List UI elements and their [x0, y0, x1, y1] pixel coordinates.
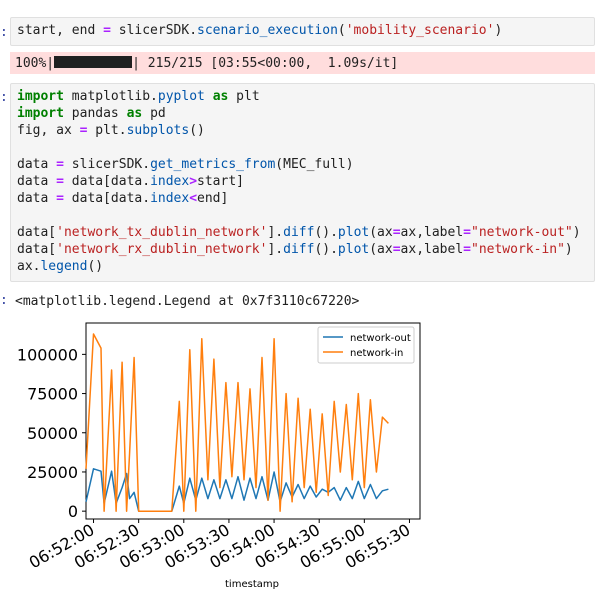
code-token: ]. — [267, 225, 284, 240]
code-line: fig, ax = plt.subplots() — [17, 122, 588, 139]
code-line: data['network_tx_dublin_network'].diff()… — [17, 224, 588, 241]
network-chart: 025000500007500010000006:52:0006:52:3006… — [17, 322, 421, 590]
y-tick-label: 75000 — [27, 385, 78, 404]
y-tick-label: 50000 — [27, 424, 78, 443]
code-token: plt. — [87, 123, 127, 138]
code-token: data[data. — [63, 191, 151, 206]
series-line-network-out — [85, 468, 389, 512]
code-token: data — [17, 191, 57, 206]
code-operator: = — [56, 174, 64, 189]
y-tick-label: 0 — [68, 502, 78, 521]
code-blank-line — [17, 139, 588, 156]
code-token: data — [17, 157, 57, 172]
code-token: start, end — [17, 23, 104, 38]
code-token: pd — [142, 106, 166, 121]
code-token: ) — [564, 242, 573, 257]
code-function: plot — [337, 225, 370, 240]
code-operator: = — [56, 157, 64, 172]
x-axis-label: timestamp — [225, 579, 279, 590]
code-operator: < — [189, 191, 198, 206]
code-token: () — [189, 123, 205, 138]
code-token: (). — [314, 225, 338, 240]
cell-prompt: : — [0, 25, 8, 40]
code-token: pandas — [63, 106, 127, 121]
code-keyword: import — [17, 106, 64, 121]
code-function: plot — [337, 242, 370, 257]
code-token: ax,label — [400, 225, 464, 240]
code-token: () — [87, 259, 104, 274]
code-token: start] — [197, 174, 244, 189]
code-function: diff — [283, 242, 315, 257]
code-function: subplots — [126, 123, 190, 138]
series-line-network-in — [85, 333, 389, 512]
code-token: ( — [337, 23, 346, 38]
code-operator: > — [189, 174, 198, 189]
code-line: data['network_rx_dublin_network'].diff()… — [17, 241, 588, 258]
code-token: data — [17, 174, 57, 189]
code-line: ax.legend() — [17, 258, 588, 275]
code-function: index — [150, 191, 190, 206]
code-cell-scenario[interactable]: start, end = slicerSDK.scenario_executio… — [10, 17, 595, 46]
code-token: data[ — [17, 242, 57, 257]
code-line: data = data[data.index>start] — [17, 173, 588, 190]
code-operator: = — [463, 242, 471, 257]
code-token: slicerSDK. — [63, 157, 151, 172]
code-token: ) — [494, 23, 503, 38]
code-line: start, end = slicerSDK.scenario_executio… — [17, 22, 588, 39]
code-token: fig, ax — [17, 123, 80, 138]
code-cell-plot[interactable]: import matplotlib.pyplot as plt import p… — [10, 83, 595, 282]
code-token: ) — [572, 225, 581, 240]
code-function: get_metrics_from — [150, 157, 276, 172]
legend-label: network-out — [350, 333, 411, 344]
output-prompt: : — [0, 293, 8, 308]
code-token: (). — [314, 242, 338, 257]
code-line: import matplotlib.pyplot as plt — [17, 88, 588, 105]
code-keyword: import — [17, 89, 64, 104]
code-token: slicerSDK. — [110, 23, 198, 38]
code-keyword: as — [126, 106, 143, 121]
code-function: legend — [40, 259, 88, 274]
code-operator: = — [103, 23, 111, 38]
code-string: 'mobility_scenario' — [345, 23, 495, 38]
code-string: 'network_tx_dublin_network' — [56, 225, 268, 240]
code-function: diff — [283, 225, 315, 240]
code-token: (ax — [369, 242, 393, 257]
progress-output: 100%| | 215/215 [03:55<00:00, 1.09s/it] — [10, 52, 595, 74]
code-token: matplotlib. — [63, 89, 158, 104]
code-token: ax,label — [400, 242, 464, 257]
code-keyword: as — [212, 89, 229, 104]
cell-prompt: : — [0, 90, 8, 105]
code-line: data = data[data.index<end] — [17, 190, 588, 207]
code-operator: = — [79, 123, 88, 138]
code-string: 'network_rx_dublin_network' — [56, 242, 268, 257]
output-text: <matplotlib.legend.Legend at 0x7f3110c67… — [15, 294, 360, 309]
code-line: data = slicerSDK.get_metrics_from(MEC_fu… — [17, 156, 588, 173]
code-function: scenario_execution — [197, 23, 338, 38]
code-token: plt — [228, 89, 260, 104]
code-operator: = — [392, 242, 401, 257]
code-token: (MEC_full) — [275, 157, 354, 172]
code-string: "network-in" — [471, 242, 565, 257]
code-token: ]. — [267, 242, 284, 257]
code-token: data[ — [17, 225, 57, 240]
y-tick-label: 100000 — [17, 345, 78, 364]
code-function: index — [150, 174, 190, 189]
code-token: data[data. — [63, 174, 151, 189]
code-line: import pandas as pd — [17, 105, 588, 122]
code-operator: = — [56, 191, 64, 206]
progress-status: | 215/215 [03:55<00:00, 1.09s/it] — [132, 56, 399, 71]
legend-box — [317, 326, 415, 364]
progress-percent: 100%| — [15, 56, 55, 71]
code-operator: = — [392, 225, 401, 240]
code-token: end] — [197, 191, 229, 206]
y-tick-label: 25000 — [27, 463, 78, 482]
legend-label: network-in — [350, 348, 403, 359]
code-string: "network-out" — [471, 225, 573, 240]
code-token: ax. — [17, 259, 41, 274]
code-token: (ax — [369, 225, 393, 240]
progress-bar — [54, 56, 133, 68]
code-blank-line — [17, 207, 588, 224]
code-function: pyplot — [157, 89, 205, 104]
code-operator: = — [463, 225, 471, 240]
